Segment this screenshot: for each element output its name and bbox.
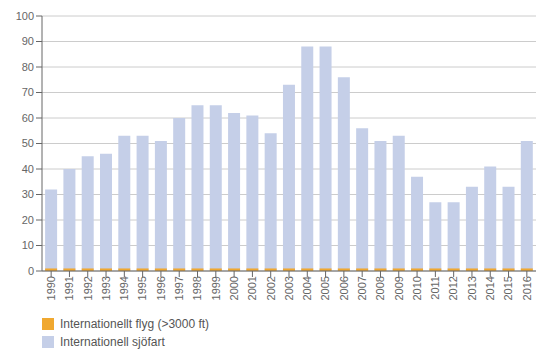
- svg-text:2015: 2015: [502, 276, 514, 300]
- svg-text:2009: 2009: [393, 276, 405, 300]
- svg-text:2011: 2011: [429, 276, 441, 300]
- svg-text:1990: 1990: [45, 276, 57, 300]
- svg-text:2000: 2000: [228, 276, 240, 300]
- svg-text:2016: 2016: [521, 276, 533, 300]
- svg-text:2004: 2004: [301, 276, 313, 300]
- svg-text:2012: 2012: [447, 276, 459, 300]
- svg-text:2013: 2013: [466, 276, 478, 300]
- svg-text:1997: 1997: [173, 276, 185, 300]
- svg-text:2010: 2010: [411, 276, 423, 300]
- html-text:Internationellt flyg (>3000 ft: Internationellt flyg (>3000 ft): [60, 317, 210, 331]
- svg-text:10: 10: [22, 239, 34, 251]
- svg-text:60: 60: [22, 112, 34, 124]
- svg-text:2003: 2003: [283, 276, 295, 300]
- html-text:Internationell sjöfart: Internationell sjöfart: [60, 335, 165, 349]
- svg-text:0: 0: [28, 265, 34, 277]
- svg-text:1994: 1994: [118, 276, 130, 300]
- svg-text:80: 80: [22, 61, 34, 73]
- svg-text:1995: 1995: [136, 276, 148, 300]
- svg-text:2001: 2001: [246, 276, 258, 300]
- svg-text:1993: 1993: [100, 276, 112, 300]
- svg-text:20: 20: [22, 214, 34, 226]
- svg-text:1996: 1996: [155, 276, 167, 300]
- svg-text:2005: 2005: [319, 276, 331, 300]
- svg-text:2014: 2014: [484, 276, 496, 300]
- svg-text:50: 50: [22, 137, 34, 149]
- svg-text:1998: 1998: [191, 276, 203, 300]
- svg-text:2002: 2002: [265, 276, 277, 300]
- svg-text:30: 30: [22, 188, 34, 200]
- svg-text:2006: 2006: [338, 276, 350, 300]
- svg-text:2008: 2008: [374, 276, 386, 300]
- svg-text:40: 40: [22, 163, 34, 175]
- svg-text:70: 70: [22, 86, 34, 98]
- svg-text:1991: 1991: [63, 276, 75, 300]
- svg-text:1999: 1999: [210, 276, 222, 300]
- svg-text:100: 100: [16, 10, 34, 22]
- svg-text:1992: 1992: [82, 276, 94, 300]
- svg-text:2007: 2007: [356, 276, 368, 300]
- svg-text:90: 90: [22, 35, 34, 47]
